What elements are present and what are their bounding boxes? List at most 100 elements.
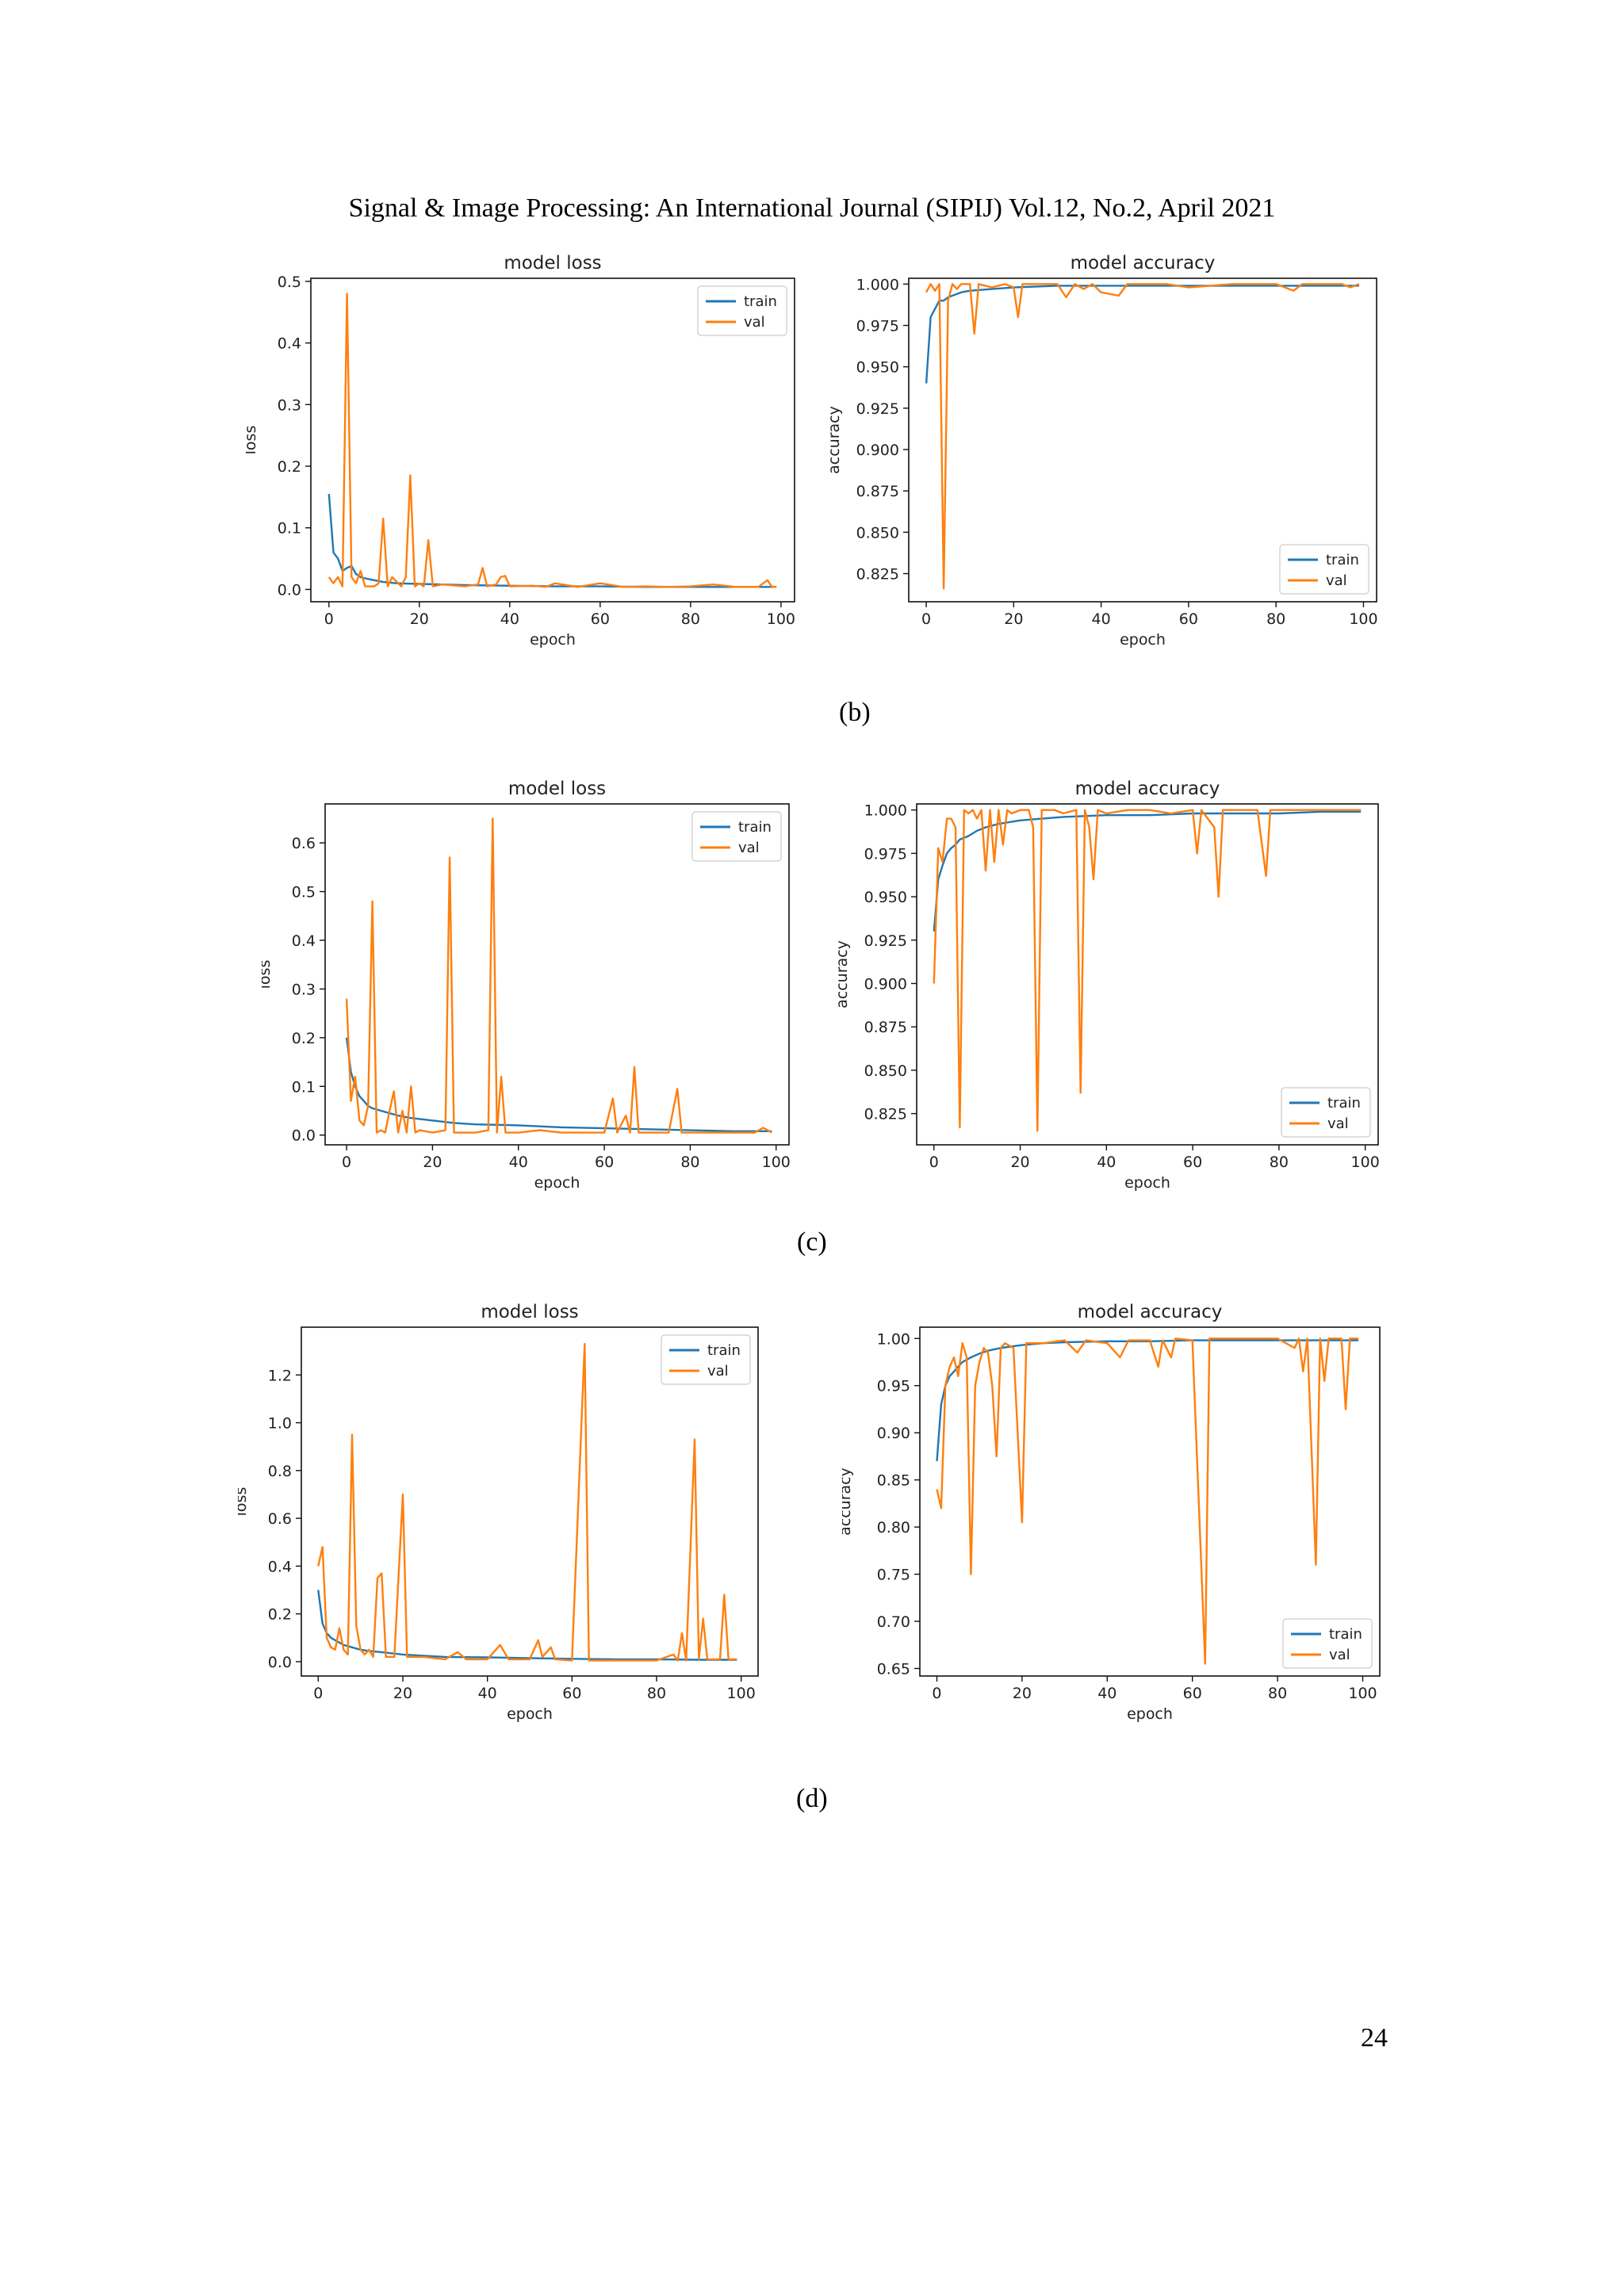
x-axis-label: epoch	[1124, 1174, 1170, 1192]
y-tick-label: 0.900	[856, 442, 899, 459]
y-axis-label: loss	[262, 960, 274, 989]
x-tick-label: 40	[509, 1154, 528, 1171]
chart-title: model loss	[504, 253, 601, 274]
y-tick-label: 0.85	[877, 1472, 910, 1490]
y-tick-label: 0.4	[268, 1558, 292, 1575]
x-tick-label: 80	[1266, 610, 1285, 628]
series-line-val	[936, 1337, 1359, 1665]
x-axis-label: epoch	[1127, 1705, 1173, 1723]
legend-label-val: val	[1326, 572, 1347, 589]
legend-label-train: train	[1326, 552, 1359, 568]
x-tick-label: 0	[932, 1685, 941, 1702]
chart-d-loss: model loss 0 20 40 60 80 100 0.0 0.2 0.4 0.6 0.8 1.0…	[238, 1291, 777, 1743]
chart-title: model accuracy	[1075, 779, 1220, 799]
chart-b-accuracy: model accuracy 0 20 40 60 80 100 0.825 0.850 0.87…	[825, 250, 1396, 662]
y-tick-label: 0.5	[278, 274, 301, 291]
x-axis-label: epoch	[534, 1174, 580, 1192]
chart-b-loss: model loss 0 20 40 60 80 100 0.0 0.1 0.2 0.3 0.4 0.5…	[246, 250, 817, 662]
figure-caption-c: (c)	[797, 1227, 827, 1257]
y-axis-label: accuracy	[842, 1468, 854, 1536]
y-tick-label: 1.0	[268, 1415, 292, 1433]
legend-label-val: val	[707, 1363, 729, 1380]
x-tick-label: 0	[342, 1154, 351, 1171]
x-tick-label: 60	[1183, 1154, 1202, 1171]
series-line-train	[317, 1590, 737, 1661]
plot-frame	[310, 277, 795, 603]
y-tick-label: 1.000	[856, 276, 899, 293]
x-tick-label: 0	[929, 1154, 939, 1171]
x-tick-label: 20	[1010, 1154, 1029, 1171]
series-line-train	[327, 493, 777, 588]
x-tick-label: 20	[1013, 1685, 1032, 1702]
y-tick-label: 0.850	[864, 1062, 907, 1080]
y-tick-label: 0.0	[278, 581, 301, 599]
y-tick-label: 0.75	[877, 1567, 910, 1584]
y-tick-label: 0.5	[292, 884, 316, 901]
series-line-train	[925, 285, 1359, 384]
y-tick-label: 0.975	[864, 845, 907, 863]
x-tick-label: 60	[591, 610, 610, 628]
x-tick-label: 40	[1097, 1685, 1116, 1702]
y-tick-label: 0.3	[278, 396, 301, 414]
journal-header: Signal & Image Processing: An Internatio…	[348, 193, 1276, 223]
y-tick-label: 0.0	[268, 1654, 292, 1671]
x-tick-label: 40	[478, 1685, 497, 1702]
x-tick-label: 0	[921, 610, 931, 628]
chart-title: model loss	[481, 1302, 578, 1322]
x-tick-label: 0	[324, 610, 334, 628]
x-tick-label: 100	[727, 1685, 756, 1702]
legend-label-val: val	[1329, 1647, 1350, 1663]
series-line-val	[933, 809, 1362, 1132]
figure-caption-b: (b)	[839, 698, 871, 727]
y-tick-label: 1.000	[864, 802, 907, 820]
y-tick-label: 0.950	[864, 889, 907, 906]
x-axis-label: epoch	[530, 631, 576, 649]
y-tick-label: 0.900	[864, 975, 907, 993]
x-tick-label: 100	[1351, 1154, 1380, 1171]
chart-title: model loss	[508, 779, 606, 799]
x-tick-label: 100	[1349, 610, 1377, 628]
legend-label-train: train	[1327, 1095, 1361, 1112]
y-tick-label: 0.0	[292, 1127, 316, 1145]
chart-title: model accuracy	[1078, 1302, 1223, 1322]
plot-frame	[916, 803, 1379, 1146]
series-line-val	[327, 293, 777, 588]
y-tick-label: 0.70	[877, 1613, 910, 1631]
x-tick-label: 80	[680, 1154, 699, 1171]
y-tick-label: 0.4	[278, 335, 301, 353]
chart-d-accuracy: model accuracy 0 20 40 60 80 100 0.65 0.70 0.75 0.…	[842, 1291, 1397, 1743]
chart-title: model accuracy	[1071, 253, 1216, 274]
x-tick-label: 100	[762, 1154, 791, 1171]
legend-label-val: val	[738, 840, 760, 856]
y-tick-label: 0.975	[856, 317, 899, 335]
y-tick-label: 0.2	[268, 1606, 292, 1624]
y-axis-label: accuracy	[833, 940, 851, 1008]
y-tick-label: 0.95	[877, 1378, 910, 1395]
series-line-train	[345, 1037, 772, 1132]
legend-label-val: val	[744, 314, 765, 331]
page-number: 24	[1361, 2023, 1388, 2053]
x-tick-label: 0	[313, 1685, 323, 1702]
legend-label-train: train	[744, 293, 777, 310]
chart-c-loss: model loss 0 20 40 60 80 100 0.0 0.1 0.2 0.3 0.4 0.5…	[262, 775, 817, 1196]
legend-label-val: val	[1327, 1115, 1349, 1132]
plot-frame	[908, 277, 1377, 603]
y-tick-label: 0.90	[877, 1425, 910, 1442]
y-tick-label: 0.925	[856, 400, 899, 418]
y-tick-label: 0.825	[864, 1106, 907, 1123]
y-axis-label: loss	[238, 1487, 250, 1517]
x-axis-label: epoch	[507, 1705, 553, 1723]
x-tick-label: 60	[562, 1685, 581, 1702]
x-tick-label: 80	[647, 1685, 666, 1702]
y-tick-label: 0.875	[864, 1019, 907, 1036]
y-tick-label: 0.925	[864, 932, 907, 950]
series-line-val	[345, 817, 772, 1134]
legend-label-train: train	[738, 819, 772, 836]
y-tick-label: 1.00	[877, 1330, 910, 1348]
y-tick-label: 0.6	[268, 1510, 292, 1528]
series-line-val	[925, 283, 1360, 590]
x-tick-label: 20	[1004, 610, 1023, 628]
x-tick-label: 20	[393, 1685, 412, 1702]
y-tick-label: 0.850	[856, 524, 899, 541]
x-tick-label: 100	[1348, 1685, 1377, 1702]
